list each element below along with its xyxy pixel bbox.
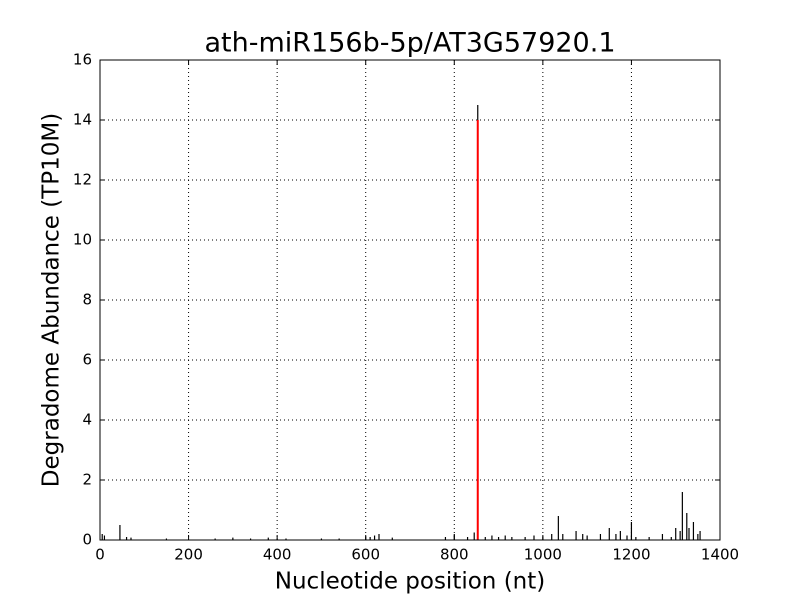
y-tick-label: 12 (73, 171, 92, 189)
y-tick-label: 0 (82, 531, 92, 549)
x-tick-label: 1000 (524, 546, 562, 564)
y-axis-label: Degradome Abundance (TP10M) (39, 113, 65, 487)
y-tick-label: 8 (82, 291, 92, 309)
x-tick-label: 1400 (701, 546, 739, 564)
x-tick-label: 1200 (612, 546, 650, 564)
plot-frame (99, 59, 721, 541)
x-tick-label: 800 (440, 546, 469, 564)
x-tick-label: 200 (174, 546, 203, 564)
y-tick-label: 6 (82, 351, 92, 369)
y-tick-label: 16 (73, 51, 92, 69)
x-axis-label: Nucleotide position (nt) (275, 569, 545, 595)
y-tick-label: 10 (73, 231, 92, 249)
x-tick-label: 0 (95, 546, 105, 564)
y-tick-label: 14 (73, 111, 92, 129)
y-tick-label: 4 (82, 411, 92, 429)
x-tick-label: 600 (351, 546, 380, 564)
chart-title: ath-miR156b-5p/AT3G57920.1 (205, 28, 616, 59)
x-tick-label: 400 (263, 546, 292, 564)
y-tick-label: 2 (82, 471, 92, 489)
